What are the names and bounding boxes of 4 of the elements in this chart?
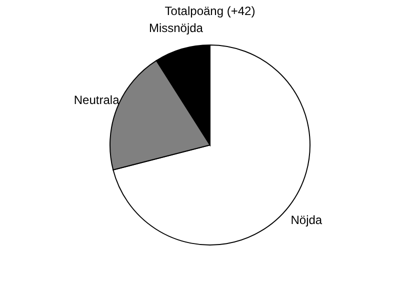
slice-label: Neutrala: [74, 93, 120, 108]
slice-label: Nöjda: [290, 212, 322, 227]
slice-label: Missnöjda: [148, 20, 204, 35]
chart-title: Totalpoäng (+42): [164, 4, 256, 18]
